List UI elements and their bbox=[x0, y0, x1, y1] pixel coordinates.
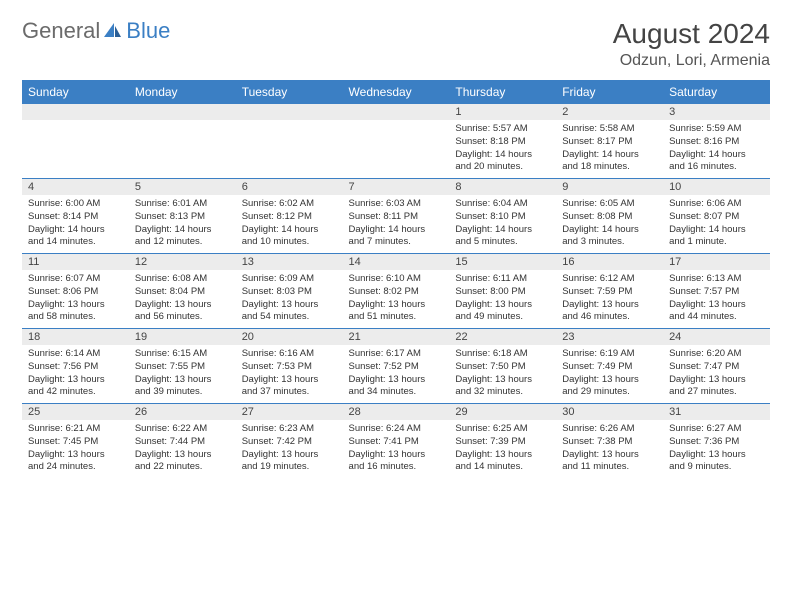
day-number: 21 bbox=[343, 329, 450, 345]
day-number: 29 bbox=[449, 404, 556, 420]
day-data: Sunrise: 6:02 AMSunset: 8:12 PMDaylight:… bbox=[236, 195, 343, 253]
day-number-row: 11121314151617 bbox=[22, 254, 770, 271]
day-number: 24 bbox=[663, 329, 770, 345]
brand-part1: General bbox=[22, 18, 100, 44]
day-data: Sunrise: 6:13 AMSunset: 7:57 PMDaylight:… bbox=[663, 270, 770, 328]
location: Odzun, Lori, Armenia bbox=[613, 52, 770, 70]
day-data: Sunrise: 6:06 AMSunset: 8:07 PMDaylight:… bbox=[663, 195, 770, 253]
day-data: Sunrise: 6:00 AMSunset: 8:14 PMDaylight:… bbox=[22, 195, 129, 253]
day-number: 26 bbox=[129, 404, 236, 420]
day-number: 14 bbox=[343, 254, 450, 270]
day-data: Sunrise: 6:04 AMSunset: 8:10 PMDaylight:… bbox=[449, 195, 556, 253]
day-number: 22 bbox=[449, 329, 556, 345]
day-number: 12 bbox=[129, 254, 236, 270]
day-data: Sunrise: 6:05 AMSunset: 8:08 PMDaylight:… bbox=[556, 195, 663, 253]
day-data: Sunrise: 6:16 AMSunset: 7:53 PMDaylight:… bbox=[236, 345, 343, 403]
day-data-row: Sunrise: 6:00 AMSunset: 8:14 PMDaylight:… bbox=[22, 195, 770, 254]
day-number: 28 bbox=[343, 404, 450, 420]
day-number: 17 bbox=[663, 254, 770, 270]
day-number: 15 bbox=[449, 254, 556, 270]
day-data: Sunrise: 6:15 AMSunset: 7:55 PMDaylight:… bbox=[129, 345, 236, 403]
weekday-header: Wednesday bbox=[343, 80, 450, 104]
day-number: 2 bbox=[556, 104, 663, 120]
day-number: 9 bbox=[556, 179, 663, 195]
calendar-table: SundayMondayTuesdayWednesdayThursdayFrid… bbox=[22, 80, 770, 478]
brand-part2: Blue bbox=[126, 18, 170, 44]
day-data: Sunrise: 6:20 AMSunset: 7:47 PMDaylight:… bbox=[663, 345, 770, 403]
day-data: Sunrise: 6:18 AMSunset: 7:50 PMDaylight:… bbox=[449, 345, 556, 403]
day-number-row: 25262728293031 bbox=[22, 404, 770, 421]
weekday-header: Saturday bbox=[663, 80, 770, 104]
day-number: 31 bbox=[663, 404, 770, 420]
day-data: Sunrise: 5:58 AMSunset: 8:17 PMDaylight:… bbox=[556, 120, 663, 178]
day-data: Sunrise: 6:21 AMSunset: 7:45 PMDaylight:… bbox=[22, 420, 129, 478]
day-data: Sunrise: 6:12 AMSunset: 7:59 PMDaylight:… bbox=[556, 270, 663, 328]
day-number: 23 bbox=[556, 329, 663, 345]
day-data: Sunrise: 6:17 AMSunset: 7:52 PMDaylight:… bbox=[343, 345, 450, 403]
day-data: Sunrise: 6:19 AMSunset: 7:49 PMDaylight:… bbox=[556, 345, 663, 403]
day-number: 10 bbox=[663, 179, 770, 195]
day-number: 1 bbox=[449, 104, 556, 120]
weekday-header: Sunday bbox=[22, 80, 129, 104]
day-number: 25 bbox=[22, 404, 129, 420]
day-data: Sunrise: 6:14 AMSunset: 7:56 PMDaylight:… bbox=[22, 345, 129, 403]
day-data-row: Sunrise: 5:57 AMSunset: 8:18 PMDaylight:… bbox=[22, 120, 770, 179]
day-number-row: 123 bbox=[22, 104, 770, 120]
weekday-header: Friday bbox=[556, 80, 663, 104]
title-block: August 2024 Odzun, Lori, Armenia bbox=[613, 18, 770, 70]
month-title: August 2024 bbox=[613, 18, 770, 50]
day-data: Sunrise: 6:24 AMSunset: 7:41 PMDaylight:… bbox=[343, 420, 450, 478]
day-data: Sunrise: 6:10 AMSunset: 8:02 PMDaylight:… bbox=[343, 270, 450, 328]
weekday-header: Thursday bbox=[449, 80, 556, 104]
header: General Blue August 2024 Odzun, Lori, Ar… bbox=[22, 18, 770, 70]
brand-logo: General Blue bbox=[22, 18, 170, 44]
day-number: 27 bbox=[236, 404, 343, 420]
day-data: Sunrise: 6:09 AMSunset: 8:03 PMDaylight:… bbox=[236, 270, 343, 328]
day-number: 6 bbox=[236, 179, 343, 195]
day-data: Sunrise: 6:23 AMSunset: 7:42 PMDaylight:… bbox=[236, 420, 343, 478]
day-data-row: Sunrise: 6:07 AMSunset: 8:06 PMDaylight:… bbox=[22, 270, 770, 329]
day-number: 7 bbox=[343, 179, 450, 195]
day-number: 30 bbox=[556, 404, 663, 420]
day-number: 19 bbox=[129, 329, 236, 345]
day-number: 5 bbox=[129, 179, 236, 195]
day-data: Sunrise: 6:27 AMSunset: 7:36 PMDaylight:… bbox=[663, 420, 770, 478]
day-number: 20 bbox=[236, 329, 343, 345]
day-data: Sunrise: 6:25 AMSunset: 7:39 PMDaylight:… bbox=[449, 420, 556, 478]
day-number: 16 bbox=[556, 254, 663, 270]
day-data: Sunrise: 6:11 AMSunset: 8:00 PMDaylight:… bbox=[449, 270, 556, 328]
day-data-row: Sunrise: 6:14 AMSunset: 7:56 PMDaylight:… bbox=[22, 345, 770, 404]
day-number-row: 45678910 bbox=[22, 179, 770, 196]
day-number: 3 bbox=[663, 104, 770, 120]
calendar-page: General Blue August 2024 Odzun, Lori, Ar… bbox=[0, 0, 792, 496]
day-number-row: 18192021222324 bbox=[22, 329, 770, 346]
day-number: 8 bbox=[449, 179, 556, 195]
day-data: Sunrise: 6:01 AMSunset: 8:13 PMDaylight:… bbox=[129, 195, 236, 253]
day-data: Sunrise: 6:26 AMSunset: 7:38 PMDaylight:… bbox=[556, 420, 663, 478]
weekday-header: Tuesday bbox=[236, 80, 343, 104]
sail-icon bbox=[103, 22, 123, 40]
day-data: Sunrise: 5:59 AMSunset: 8:16 PMDaylight:… bbox=[663, 120, 770, 178]
day-data: Sunrise: 6:07 AMSunset: 8:06 PMDaylight:… bbox=[22, 270, 129, 328]
day-data: Sunrise: 6:03 AMSunset: 8:11 PMDaylight:… bbox=[343, 195, 450, 253]
day-number: 13 bbox=[236, 254, 343, 270]
day-number: 18 bbox=[22, 329, 129, 345]
day-data: Sunrise: 6:22 AMSunset: 7:44 PMDaylight:… bbox=[129, 420, 236, 478]
day-data: Sunrise: 6:08 AMSunset: 8:04 PMDaylight:… bbox=[129, 270, 236, 328]
weekday-header-row: SundayMondayTuesdayWednesdayThursdayFrid… bbox=[22, 80, 770, 104]
day-data-row: Sunrise: 6:21 AMSunset: 7:45 PMDaylight:… bbox=[22, 420, 770, 478]
weekday-header: Monday bbox=[129, 80, 236, 104]
day-number: 4 bbox=[22, 179, 129, 195]
day-number: 11 bbox=[22, 254, 129, 270]
day-data: Sunrise: 5:57 AMSunset: 8:18 PMDaylight:… bbox=[449, 120, 556, 178]
